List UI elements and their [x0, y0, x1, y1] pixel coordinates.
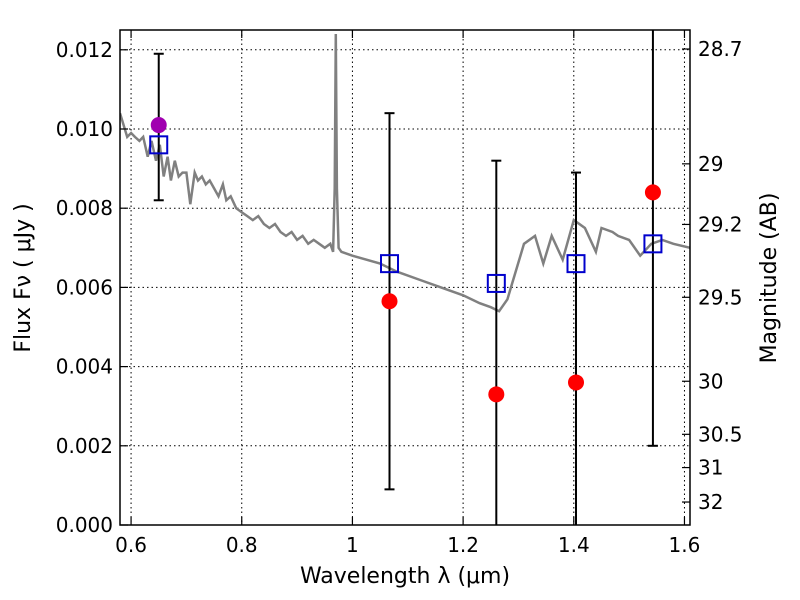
- x-tick-label: 0.8: [226, 533, 258, 557]
- x-tick-label: 0.6: [115, 533, 147, 557]
- observed-points: [150, 117, 661, 403]
- observed-point: [568, 374, 584, 391]
- model-photometry-square: [149, 135, 169, 155]
- plot-area: [120, 30, 690, 525]
- magnitude-axis-ticks: 28.7 29 29.2 29.5 30 30.5 31 32: [682, 37, 743, 514]
- model-photometry-square: [486, 273, 506, 293]
- y-tick-label: 0.012: [56, 38, 113, 62]
- x-tick-label: 1.2: [447, 533, 479, 557]
- magnitude-tick-label: 31: [698, 456, 723, 480]
- grid: [120, 30, 690, 526]
- x-axis-label: Wavelength λ (μm): [300, 564, 510, 589]
- y-axis-ticks: 0.000 0.002 0.004 0.006 0.008 0.010 0.012: [56, 38, 128, 537]
- x-tick-label: 1.4: [558, 533, 590, 557]
- y-tick-label: 0.008: [56, 196, 113, 220]
- model-photometry-square: [380, 254, 400, 274]
- observed-point: [644, 184, 661, 201]
- magnitude-tick-label: 32: [698, 490, 723, 514]
- x-tick-label: 1: [346, 533, 359, 557]
- model-photometry-square: [566, 254, 586, 274]
- error-bars: [153, 30, 658, 525]
- plot-frame: [119, 29, 691, 526]
- observed-point: [488, 386, 505, 403]
- right-y-axis-label: Magnitude (AB): [757, 193, 782, 364]
- y-tick-label: 0.006: [56, 275, 113, 299]
- y-tick-label: 0.000: [56, 513, 113, 537]
- y-tick-label: 0.010: [56, 117, 113, 141]
- model-photometry-square: [643, 234, 663, 254]
- x-axis-ticks: 0.6 0.8 1 1.2 1.4 1.6: [115, 30, 700, 557]
- magnitude-tick-label: 30: [698, 369, 723, 393]
- model-sed-line: [120, 33, 690, 313]
- magnitude-tick-label: 29.5: [698, 285, 743, 309]
- y-axis-label: Flux Fν ( μJy ): [11, 203, 36, 352]
- observed-point: [150, 117, 167, 134]
- observed-point: [381, 293, 398, 310]
- x-tick-label: 1.6: [669, 533, 701, 557]
- model-photometry-squares: [149, 135, 663, 293]
- magnitude-tick-label: 29.2: [698, 212, 743, 236]
- magnitude-tick-label: 30.5: [698, 422, 743, 446]
- magnitude-tick-label: 28.7: [698, 37, 743, 61]
- y-tick-label: 0.002: [56, 434, 113, 458]
- magnitude-tick-label: 29: [698, 152, 723, 176]
- y-tick-label: 0.004: [56, 355, 113, 379]
